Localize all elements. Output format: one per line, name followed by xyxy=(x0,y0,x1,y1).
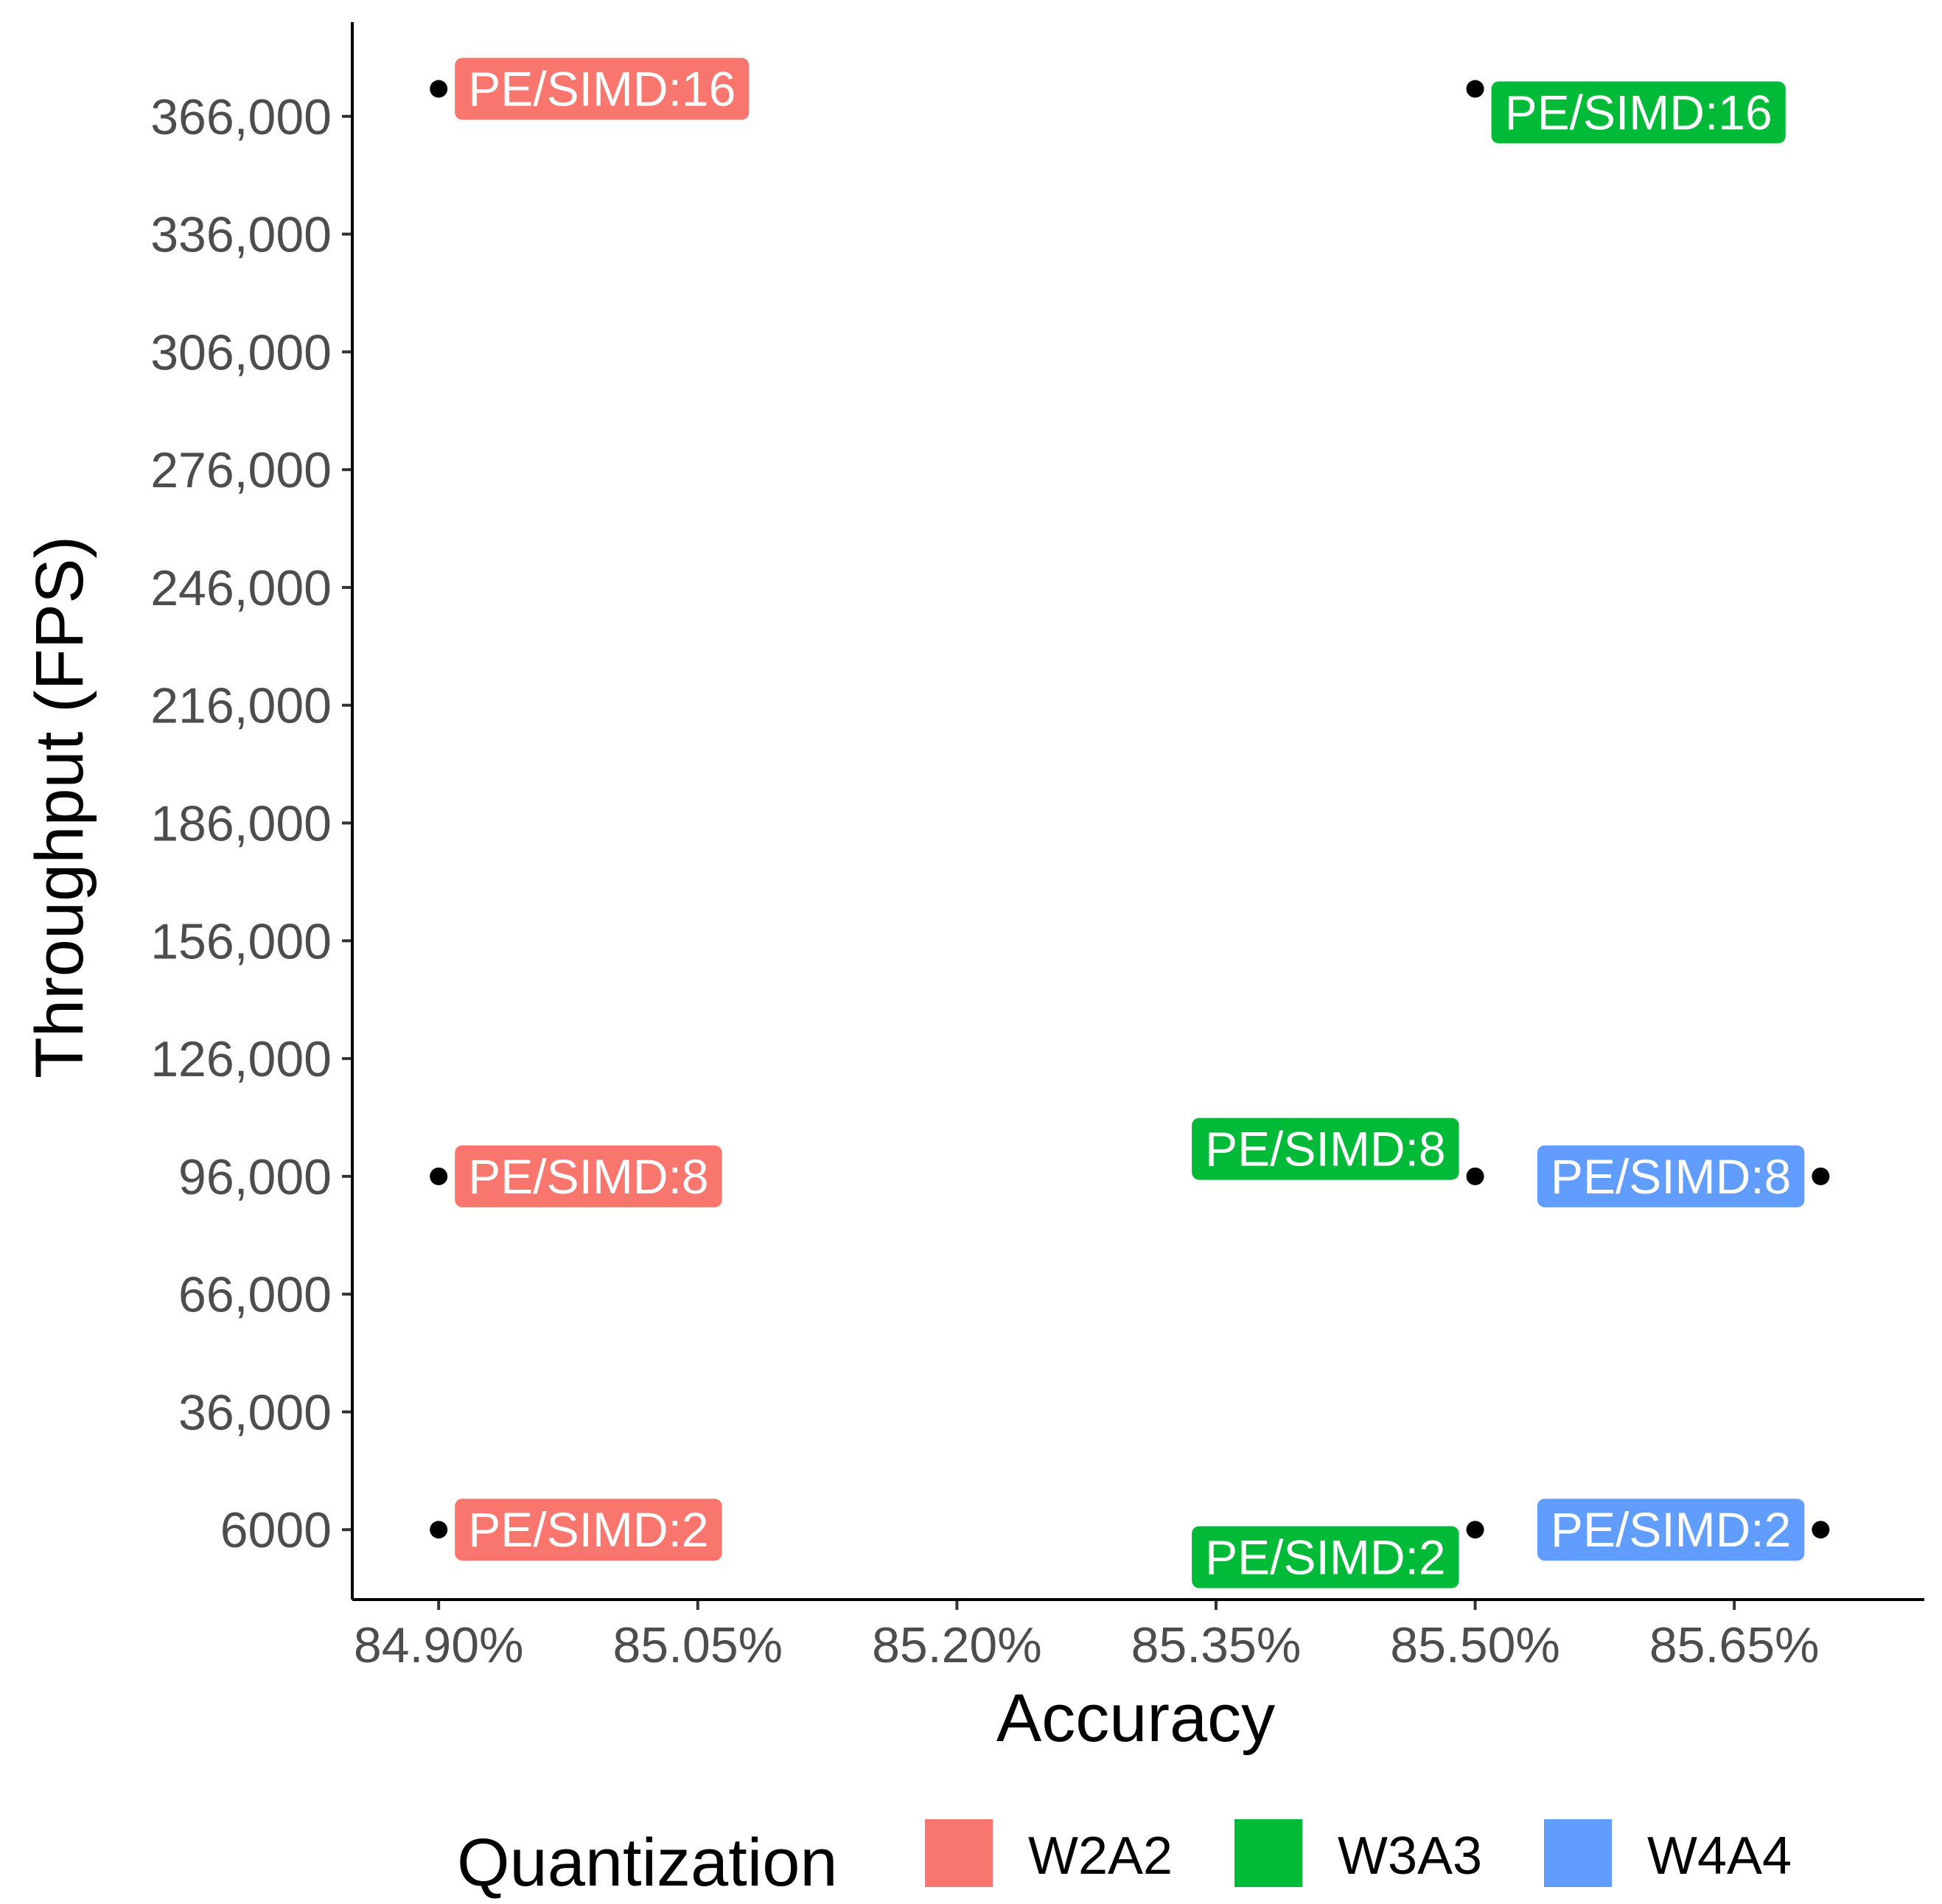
x-tick-label: 85.20% xyxy=(872,1617,1042,1673)
x-tick-label: 84.90% xyxy=(354,1617,524,1673)
y-tick-label: 66,000 xyxy=(178,1267,332,1323)
legend-label: W3A3 xyxy=(1338,1827,1482,1886)
legend-swatch xyxy=(925,1819,993,1887)
y-tick-label: 276,000 xyxy=(150,442,332,498)
point-label-box xyxy=(455,1499,722,1561)
data-point xyxy=(1812,1167,1830,1185)
y-tick-label: 306,000 xyxy=(150,324,332,380)
legend-swatch xyxy=(1544,1819,1612,1887)
data-point xyxy=(430,1521,448,1539)
y-tick-label: 6000 xyxy=(220,1502,332,1558)
point-label: PE/SIMD:16 xyxy=(455,57,750,120)
point-label: PE/SIMD:2 xyxy=(455,1499,722,1561)
y-tick-label: 336,000 xyxy=(150,207,332,263)
point-label: PE/SIMD:8 xyxy=(1537,1145,1805,1207)
y-tick-label: 36,000 xyxy=(178,1384,332,1440)
data-point xyxy=(1466,1521,1484,1539)
point-label-text: PE/SIMD:16 xyxy=(1505,85,1772,139)
point-label-box xyxy=(455,57,750,120)
data-point xyxy=(1466,1167,1484,1185)
legend-label: W4A4 xyxy=(1647,1827,1792,1886)
x-axis-title: Accuracy xyxy=(996,1681,1275,1756)
data-point xyxy=(1466,80,1484,98)
y-axis-title: Throughput (FPS) xyxy=(22,536,97,1078)
data-point xyxy=(430,1167,448,1185)
point-label-text: PE/SIMD:8 xyxy=(1205,1122,1445,1176)
legend: Quantization W2A2 W3A3 W4A4 xyxy=(457,1819,1792,1900)
y-tick-label: 246,000 xyxy=(150,560,332,616)
y-tick-label: 96,000 xyxy=(178,1149,332,1205)
point-label: PE/SIMD:2 xyxy=(1192,1526,1459,1589)
data-points xyxy=(430,80,1830,1539)
point-label-text: PE/SIMD:2 xyxy=(1205,1530,1445,1584)
point-label: PE/SIMD:16 xyxy=(1491,81,1786,144)
point-label-text: PE/SIMD:8 xyxy=(468,1149,708,1204)
point-label-text: PE/SIMD:8 xyxy=(1551,1149,1791,1204)
point-label-box xyxy=(1537,1499,1805,1561)
legend-label: W2A2 xyxy=(1028,1827,1173,1886)
x-tick-label: 85.65% xyxy=(1649,1617,1820,1673)
y-tick-label: 156,000 xyxy=(150,913,332,969)
point-label-text: PE/SIMD:2 xyxy=(468,1502,708,1557)
data-point xyxy=(1812,1521,1830,1539)
point-label-box xyxy=(1192,1526,1459,1589)
x-tick-label: 85.35% xyxy=(1131,1617,1302,1673)
x-tick-label: 85.05% xyxy=(612,1617,783,1673)
point-label: PE/SIMD:2 xyxy=(1537,1499,1805,1561)
y-tick-label: 126,000 xyxy=(150,1031,332,1087)
point-label-box xyxy=(1537,1145,1805,1207)
point-label: PE/SIMD:8 xyxy=(1192,1117,1459,1180)
y-axis-ticks: 6000 36,000 66,000 96,000 126,000 156,000 186,… xyxy=(150,89,352,1558)
legend-swatch xyxy=(1234,1819,1302,1887)
point-label-text: PE/SIMD:2 xyxy=(1551,1502,1791,1557)
point-labels: PE/SIMD:16 PE/SIMD:8 PE/SIMD:2 PE/SIMD:16 PE… xyxy=(455,57,1805,1589)
y-tick-label: 216,000 xyxy=(150,678,332,734)
point-label-box xyxy=(1192,1117,1459,1180)
point-label-box xyxy=(1491,81,1786,144)
point-label: PE/SIMD:8 xyxy=(455,1145,722,1207)
point-label-text: PE/SIMD:16 xyxy=(468,62,736,116)
y-tick-label: 366,000 xyxy=(150,89,332,145)
y-tick-label: 186,000 xyxy=(150,796,332,852)
x-axis-ticks: 84.90% 85.05% 85.20% 85.35% 85.50% 85.65% xyxy=(354,1600,1820,1673)
data-point xyxy=(430,80,448,98)
x-tick-label: 85.50% xyxy=(1390,1617,1560,1673)
legend-title: Quantization xyxy=(457,1825,838,1900)
point-label-box xyxy=(455,1145,722,1207)
